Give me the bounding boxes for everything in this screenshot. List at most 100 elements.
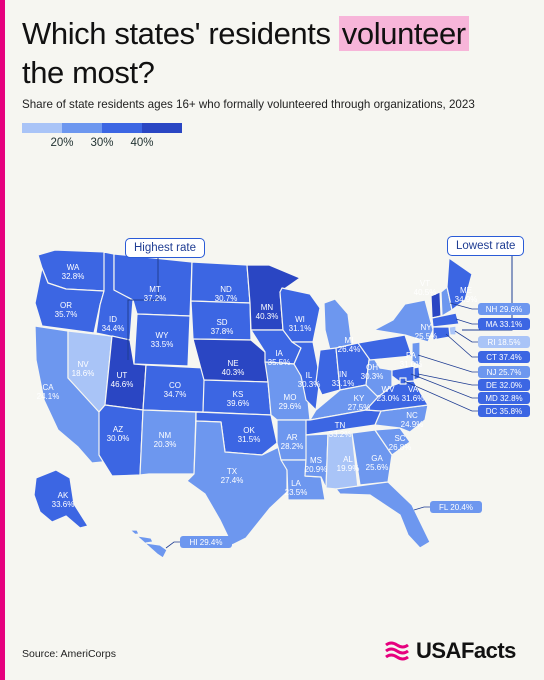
callout-label-md: MD 32.8% (485, 394, 522, 403)
state-abbr-id: ID (109, 315, 117, 324)
state-shape-ga (351, 429, 393, 486)
state-value-vt: 40.5% (414, 288, 437, 297)
state-abbr-ky: KY (354, 394, 365, 403)
state-value-in: 33.1% (332, 379, 355, 388)
legend-bin-1 (22, 123, 62, 133)
state-value-nd: 30.7% (215, 294, 238, 303)
state-value-il: 30.3% (298, 380, 321, 389)
state-abbr-mn: MN (261, 303, 274, 312)
state-value-mi: 26.4% (338, 345, 361, 354)
state-value-nv: 18.6% (72, 369, 95, 378)
callout-label-de: DE 32.0% (486, 381, 522, 390)
state-value-tx: 27.4% (221, 476, 244, 485)
state-value-me: 34.9% (455, 295, 478, 304)
color-legend: 20% 30% 40% (22, 123, 182, 157)
state-value-ca: 24.1% (37, 392, 60, 401)
state-value-pa: 31.0% (400, 360, 423, 369)
usafacts-logo: USAFacts (384, 636, 516, 666)
leader-line-nj (417, 354, 478, 373)
title-highlight: volunteer (338, 16, 469, 51)
state-abbr-tn: TN (335, 421, 346, 430)
state-value-wy: 33.5% (151, 340, 174, 349)
state-abbr-vt: VT (420, 279, 430, 288)
leader-line-de (417, 373, 478, 386)
state-abbr-nd: ND (220, 285, 232, 294)
state-value-wi: 31.1% (289, 324, 312, 333)
legend-tick-40: 40% (130, 137, 154, 149)
state-value-or: 35.7% (55, 310, 78, 319)
state-value-al: 19.9% (337, 464, 360, 473)
legend-tick-20: 20% (50, 137, 74, 149)
state-abbr-ny: NY (420, 323, 432, 332)
state-abbr-mt: MT (149, 285, 161, 294)
state-abbr-ok: OK (243, 426, 255, 435)
state-value-wa: 32.8% (62, 272, 85, 281)
state-abbr-ca: CA (42, 383, 54, 392)
callout-box-nj (478, 366, 530, 378)
highest-rate-leader (127, 254, 159, 360)
callout-box-md (478, 392, 530, 404)
callout-label-fl: FL 20.4% (439, 503, 473, 512)
state-shape-fl (335, 481, 431, 549)
lowest-rate-callout: Lowest rate (447, 236, 525, 256)
state-value-co: 34.7% (164, 390, 187, 399)
state-abbr-sd: SD (216, 318, 227, 327)
legend-bin-2 (62, 123, 102, 133)
callout-label-ri: RI 18.5% (488, 338, 521, 347)
legend-bin-3 (102, 123, 142, 133)
state-abbr-ut: UT (117, 371, 128, 380)
state-abbr-al: AL (343, 455, 353, 464)
state-abbr-nm: NM (159, 431, 172, 440)
state-value-nc: 24.9% (401, 420, 424, 429)
state-value-nm: 20.3% (154, 440, 177, 449)
state-shape-il (291, 341, 321, 411)
source-note: Source: AmeriCorps (22, 648, 116, 660)
usa-flag-icon (385, 641, 409, 661)
leader-line-ct (445, 333, 478, 358)
state-abbr-me: ME (460, 286, 472, 295)
state-value-sd: 37.8% (211, 327, 234, 336)
state-shape-ma (431, 312, 460, 328)
state-abbr-wa: WA (67, 263, 80, 272)
state-value-ny: 25.5% (415, 332, 438, 341)
legend-bin-4 (142, 123, 182, 133)
state-abbr-oh: OH (366, 363, 378, 372)
state-abbr-il: IL (306, 371, 313, 380)
state-abbr-nv: NV (77, 360, 89, 369)
state-value-ga: 25.6% (366, 463, 389, 472)
callout-box-de (478, 379, 530, 391)
state-abbr-nc: NC (406, 411, 418, 420)
leader-line-md (410, 373, 478, 399)
state-shape-ny (373, 299, 434, 343)
state-abbr-la: LA (291, 479, 301, 488)
callout-label-hi: HI 29.4% (190, 538, 223, 547)
page-title: Which states' residents volunteer the mo… (22, 14, 469, 92)
state-shape-ct (432, 326, 451, 341)
state-value-ms: 20.9% (305, 465, 328, 474)
title-part-1: Which states' residents (22, 16, 331, 51)
callout-label-nh: NH 29.6% (486, 305, 522, 314)
state-abbr-pa: PA (406, 351, 417, 360)
callout-box-ct (478, 351, 530, 363)
state-value-ut: 46.6% (111, 380, 134, 389)
callout-box-dc (478, 405, 530, 417)
legend-tick-30: 30% (90, 137, 114, 149)
state-shape-sc (374, 427, 411, 456)
callout-box-ri (478, 336, 530, 348)
state-abbr-mo: MO (284, 393, 297, 402)
title-part-2: the most? (22, 55, 155, 90)
state-value-va: 31.6% (402, 394, 425, 403)
state-abbr-wi: WI (295, 315, 305, 324)
state-abbr-ia: IA (275, 349, 283, 358)
subtitle: Share of state residents ages 16+ who fo… (22, 98, 475, 111)
callout-box-nh (478, 303, 530, 315)
state-abbr-in: IN (339, 370, 347, 379)
state-abbr-tx: TX (227, 467, 238, 476)
state-value-la: 23.5% (285, 488, 308, 497)
state-value-oh: 30.3% (361, 372, 384, 381)
leader-line-dc (403, 380, 478, 412)
state-value-mn: 40.3% (256, 312, 279, 321)
leader-line-fl (413, 506, 430, 511)
state-value-ne: 40.3% (222, 368, 245, 377)
